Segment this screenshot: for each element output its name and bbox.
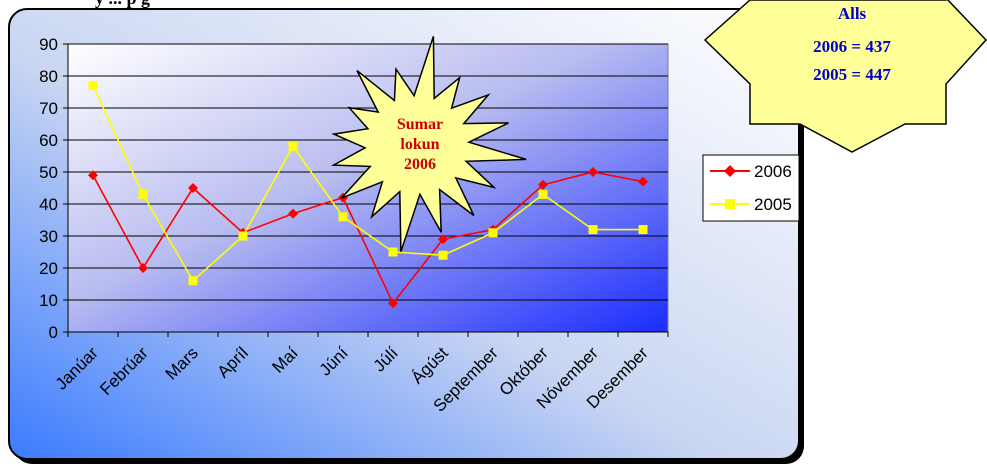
marker-2006 [388,298,398,309]
marker-2006 [538,179,548,190]
totals-callout: Alls 2006 = 437 2005 = 447 [703,0,987,153]
marker-2005 [288,141,298,151]
series-line-2005 [92,85,643,283]
y-tick-label: 0 [49,323,58,342]
marker-2006 [288,208,298,219]
totals-heading: Alls [838,4,867,23]
marker-2005 [88,81,98,91]
y-tick-label: 40 [39,195,58,214]
starburst-callout: Sumar lokun 2006 [330,36,527,252]
cropped-header-text: y ... p g [95,0,150,8]
marker-2005 [588,225,598,235]
marker-2005 [238,231,248,241]
y-tick-label: 60 [39,131,58,150]
marker-2005 [388,247,398,257]
marker-2005 [638,225,648,235]
y-tick-label: 30 [39,227,58,246]
starburst-line-1: Sumar [397,116,443,133]
marker-2006 [88,170,98,181]
y-tick-label: 50 [39,163,58,182]
marker-2005 [188,276,198,286]
legend-label-2005: 2005 [754,195,792,214]
starburst-line-3: 2006 [404,156,436,173]
marker-2006 [188,183,198,193]
totals-2006: 2006 = 437 [813,37,891,56]
legend-box [702,154,800,222]
starburst-shape [330,36,527,252]
legend: 2006 2005 [702,154,800,222]
marker-2006 [638,176,648,187]
marker-2005 [338,212,348,222]
y-tick-label: 10 [39,291,58,310]
marker-2006 [588,167,598,177]
y-tick-label: 80 [39,67,58,86]
y-tick-label: 70 [39,99,58,118]
totals-2005: 2005 = 447 [813,65,891,84]
y-axis: 0 10 20 30 40 50 60 70 80 90 [39,35,69,342]
legend-marker-2006 [724,165,736,177]
marker-2006 [138,263,148,273]
marker-2005 [538,189,548,199]
y-tick-label: 20 [39,259,58,278]
series-line-2006 [92,171,644,305]
series-lines [88,81,648,309]
legend-marker-2005 [725,199,735,209]
marker-2005 [488,228,498,238]
totals-badge-shape [703,0,987,153]
marker-2006 [438,234,448,245]
marker-2005 [138,189,148,199]
y-tick-label: 90 [39,35,58,54]
legend-label-2006: 2006 [754,162,792,181]
marker-2005 [438,250,448,260]
starburst-line-2: lokun [400,136,439,153]
